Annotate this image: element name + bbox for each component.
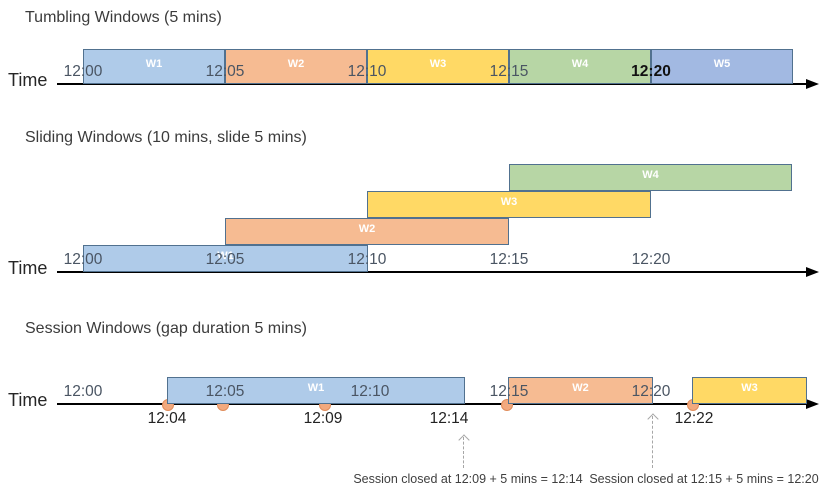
window-label: W3 bbox=[500, 196, 518, 208]
tick-label: 12:20 bbox=[631, 63, 671, 80]
tick-label: 12:00 bbox=[63, 251, 103, 268]
tick-label: 12:20 bbox=[631, 251, 671, 268]
time-axis-label: Time bbox=[8, 390, 48, 410]
tick-label: 12:15 bbox=[489, 63, 529, 80]
window-label: W4 bbox=[642, 169, 659, 181]
tick-label: 12:15 bbox=[489, 383, 529, 400]
window-label: W2 bbox=[358, 223, 376, 235]
window-box: W5 bbox=[651, 49, 793, 84]
window-label: W3 bbox=[429, 58, 447, 70]
window-box: W1 bbox=[83, 49, 225, 84]
callout-arrow bbox=[646, 413, 659, 468]
section-title: Session Windows (gap duration 5 mins) bbox=[25, 320, 307, 337]
window-label: W5 bbox=[713, 58, 731, 70]
time-axis-line bbox=[57, 83, 808, 85]
window-box: W3 bbox=[367, 191, 651, 218]
tick-label: 12:20 bbox=[631, 383, 671, 400]
tick-label: 12:15 bbox=[489, 251, 529, 268]
time-axis-label: Time bbox=[8, 258, 48, 278]
window-label: W1 bbox=[145, 58, 163, 70]
tick-label: 12:10 bbox=[350, 383, 390, 400]
window-box: W3 bbox=[367, 49, 509, 84]
window-box: W4 bbox=[509, 164, 792, 191]
window-box: W2 bbox=[225, 49, 367, 84]
time-axis-line bbox=[57, 271, 808, 273]
arrow-up-icon bbox=[646, 413, 659, 425]
window-box: W2 bbox=[225, 218, 509, 245]
arrow-up-icon bbox=[457, 434, 470, 446]
section-title: Sliding Windows (10 mins, slide 5 mins) bbox=[25, 129, 307, 146]
section-title: Tumbling Windows (5 mins) bbox=[25, 9, 222, 26]
tick-label: 12:10 bbox=[347, 251, 387, 268]
window-label: W2 bbox=[287, 58, 305, 70]
session-closed-note: Session closed at 12:15 + 5 mins = 12:20 bbox=[589, 472, 819, 486]
event-time-label: 12:04 bbox=[147, 410, 187, 427]
event-time-label: 12:14 bbox=[429, 410, 469, 427]
window-box: W4 bbox=[509, 49, 651, 84]
window-label: W1 bbox=[217, 250, 234, 262]
window-label: W2 bbox=[572, 382, 589, 394]
tick-label: 12:00 bbox=[63, 383, 103, 400]
window-box: W3 bbox=[692, 377, 807, 404]
callout-arrow bbox=[457, 434, 470, 468]
tick-label: 12:05 bbox=[205, 251, 245, 268]
tick-label: 12:05 bbox=[205, 63, 245, 80]
tick-label: 12:05 bbox=[205, 383, 245, 400]
event-time-label: 12:22 bbox=[674, 410, 714, 427]
window-box: W2 bbox=[508, 377, 653, 404]
window-label: W3 bbox=[741, 382, 758, 394]
axis-arrowhead-icon bbox=[806, 267, 819, 277]
session-closed-note: Session closed at 12:09 + 5 mins = 12:14 bbox=[353, 472, 583, 486]
tick-label: 12:00 bbox=[63, 63, 103, 80]
window-label: W1 bbox=[307, 382, 325, 394]
time-axis-label: Time bbox=[8, 70, 48, 90]
window-box: W1 bbox=[167, 377, 465, 404]
time-axis-line bbox=[57, 403, 808, 405]
window-box: W1 bbox=[83, 245, 368, 272]
window-label: W4 bbox=[571, 58, 589, 70]
event-time-label: 12:09 bbox=[303, 410, 343, 427]
tick-label: 12:10 bbox=[347, 63, 387, 80]
axis-arrowhead-icon bbox=[806, 79, 819, 89]
axis-arrowhead-icon bbox=[806, 399, 819, 409]
